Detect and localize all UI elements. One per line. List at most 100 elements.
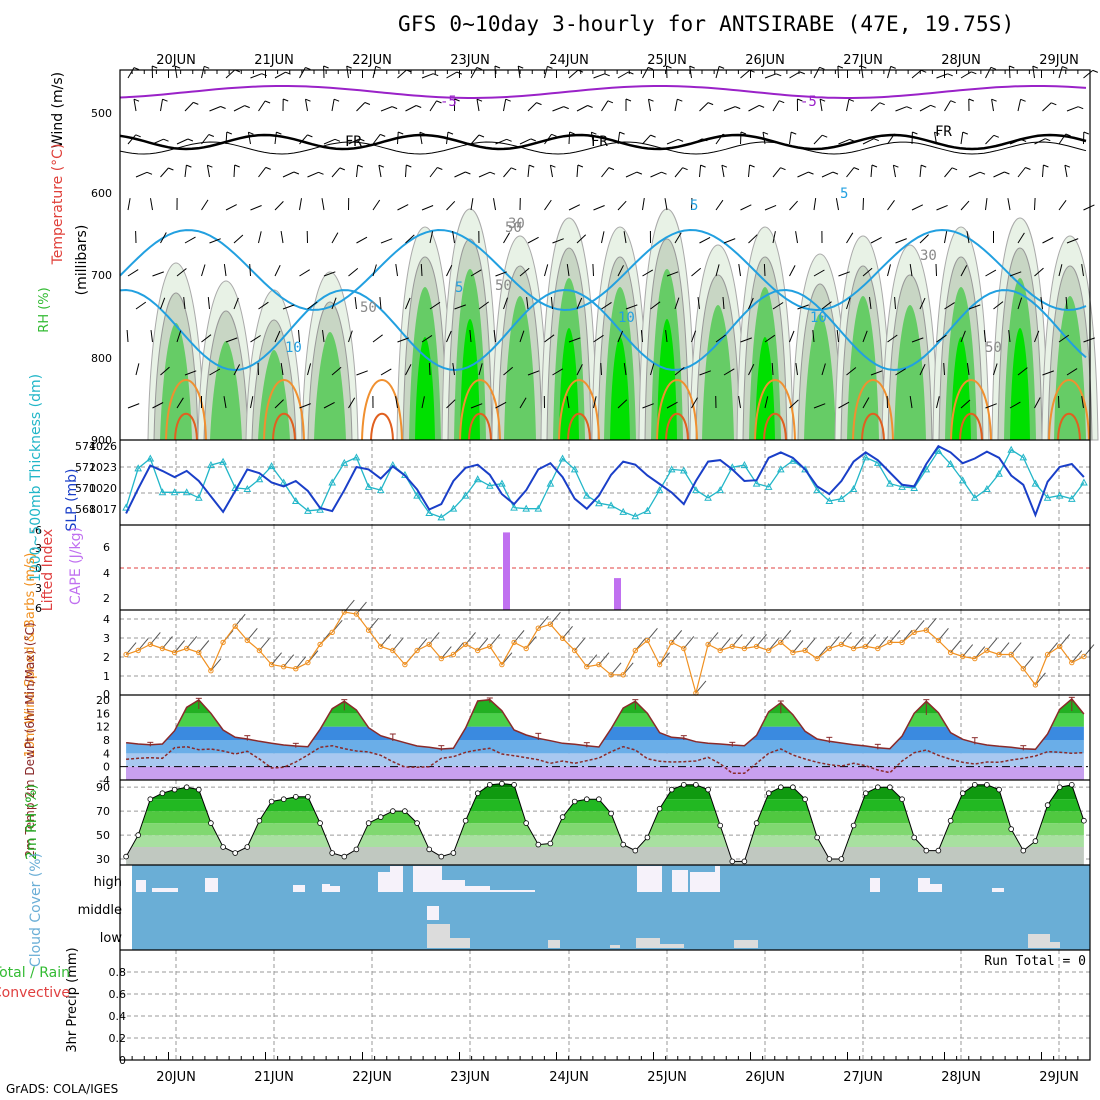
rh-shade-70 — [504, 296, 536, 440]
wind-barb — [797, 171, 809, 178]
wind-barb — [617, 200, 627, 211]
rh-band — [150, 787, 1077, 800]
wind-barb-flag — [707, 102, 714, 106]
wind-barb-flag — [894, 133, 900, 137]
thickness-slp-panel — [122, 444, 1088, 521]
wind-speed-point — [293, 666, 299, 672]
wind-barb — [1017, 167, 1026, 178]
wind-barb — [397, 69, 407, 79]
wind-barb — [274, 399, 284, 409]
wind-barb — [150, 198, 153, 211]
wind-barb-flag — [677, 98, 683, 102]
wind-barb-flag — [1025, 167, 1031, 170]
rh-point — [389, 808, 396, 814]
contour-label: FR — [591, 134, 608, 150]
thickness-point — [522, 504, 531, 512]
wind-barb — [519, 138, 532, 145]
wind-speed-point — [184, 645, 190, 652]
wind-barb — [576, 297, 583, 310]
wind-barb — [184, 370, 197, 376]
rh-point — [1032, 838, 1039, 844]
wind-barb-flag — [912, 131, 918, 135]
rh-point — [802, 796, 808, 802]
rh-point — [923, 847, 930, 854]
thickness-point — [607, 501, 615, 509]
wind-barb — [697, 297, 700, 310]
wind-barb — [944, 167, 953, 178]
wind-barb — [421, 396, 425, 409]
wind-speed-point — [875, 645, 881, 652]
rh-band — [138, 823, 1084, 836]
rh-point — [474, 790, 481, 796]
wind-barb — [715, 133, 724, 145]
wind-tick: 0 — [103, 688, 110, 701]
rh2m-panel — [123, 780, 1087, 865]
wind-barb — [452, 363, 455, 376]
wind-barb — [421, 334, 433, 343]
wind-barb — [1066, 238, 1079, 244]
wind-barb-flag — [547, 65, 553, 69]
wind-barb — [642, 269, 654, 277]
wind-barb — [650, 363, 655, 376]
contour-label: 10 — [618, 310, 635, 326]
wind-barb — [601, 301, 612, 310]
rh-point — [462, 817, 469, 824]
rh-point — [196, 786, 202, 793]
contour-label: 50 — [360, 300, 377, 316]
cloud-low-gap — [660, 944, 684, 948]
wind-barb — [127, 67, 135, 79]
rh-point — [850, 822, 857, 829]
thickness-point — [255, 475, 264, 483]
wind-barb — [919, 297, 926, 310]
cloud-bg — [132, 865, 1090, 950]
wind-barb — [478, 363, 483, 376]
wind-barb — [395, 396, 398, 409]
rh-axis-title: RH (%) — [37, 287, 52, 332]
wind-barb-flag — [718, 65, 725, 69]
wind-barb — [674, 232, 682, 244]
temp-tick: 4 — [103, 747, 110, 760]
rh-point — [559, 814, 566, 820]
rh-tick: 70 — [96, 805, 110, 818]
thickness-point — [861, 453, 870, 461]
wind-barb-flag — [950, 100, 956, 104]
wind-barb — [748, 297, 754, 310]
wind-barb — [674, 167, 683, 178]
wind-barb — [1083, 337, 1095, 343]
wind-barb — [503, 297, 508, 310]
rh-point — [608, 810, 614, 817]
wind-barb — [478, 171, 491, 178]
wind-barb — [356, 165, 359, 178]
wind-speed-point — [972, 655, 978, 662]
wind-speed-point — [608, 672, 614, 678]
wind-barb — [748, 363, 755, 376]
wind-barb-flag — [604, 73, 610, 77]
thickness-point — [158, 488, 167, 496]
wind-barb — [813, 403, 826, 409]
wind-barb — [127, 269, 139, 277]
cape-axis-title: CAPE (J/kg) — [68, 527, 84, 605]
wind-speed-point — [135, 647, 141, 654]
wind-barb — [601, 231, 605, 244]
contour-15c — [361, 379, 403, 441]
temp-band — [183, 699, 1084, 714]
wind-barb — [568, 131, 571, 145]
wind-barb — [356, 236, 368, 244]
rh-point — [959, 790, 966, 796]
wind-speed-line — [125, 611, 1085, 696]
wind-barb — [936, 396, 940, 409]
rh-point — [838, 856, 845, 862]
wind-barb — [870, 164, 873, 178]
wind-barb — [723, 106, 736, 112]
wind-speed-point — [281, 664, 287, 670]
wind-barb — [935, 263, 937, 277]
wind-barb-flag — [700, 164, 706, 168]
wind-barb — [813, 134, 823, 145]
rh-point — [717, 822, 723, 829]
wind-barb — [968, 171, 981, 178]
temp-contours — [119, 85, 1090, 441]
wind-barb-flag — [636, 171, 643, 175]
thickness-point — [534, 504, 543, 512]
wind-barb-flag — [722, 133, 729, 137]
wind-barb — [993, 363, 998, 376]
